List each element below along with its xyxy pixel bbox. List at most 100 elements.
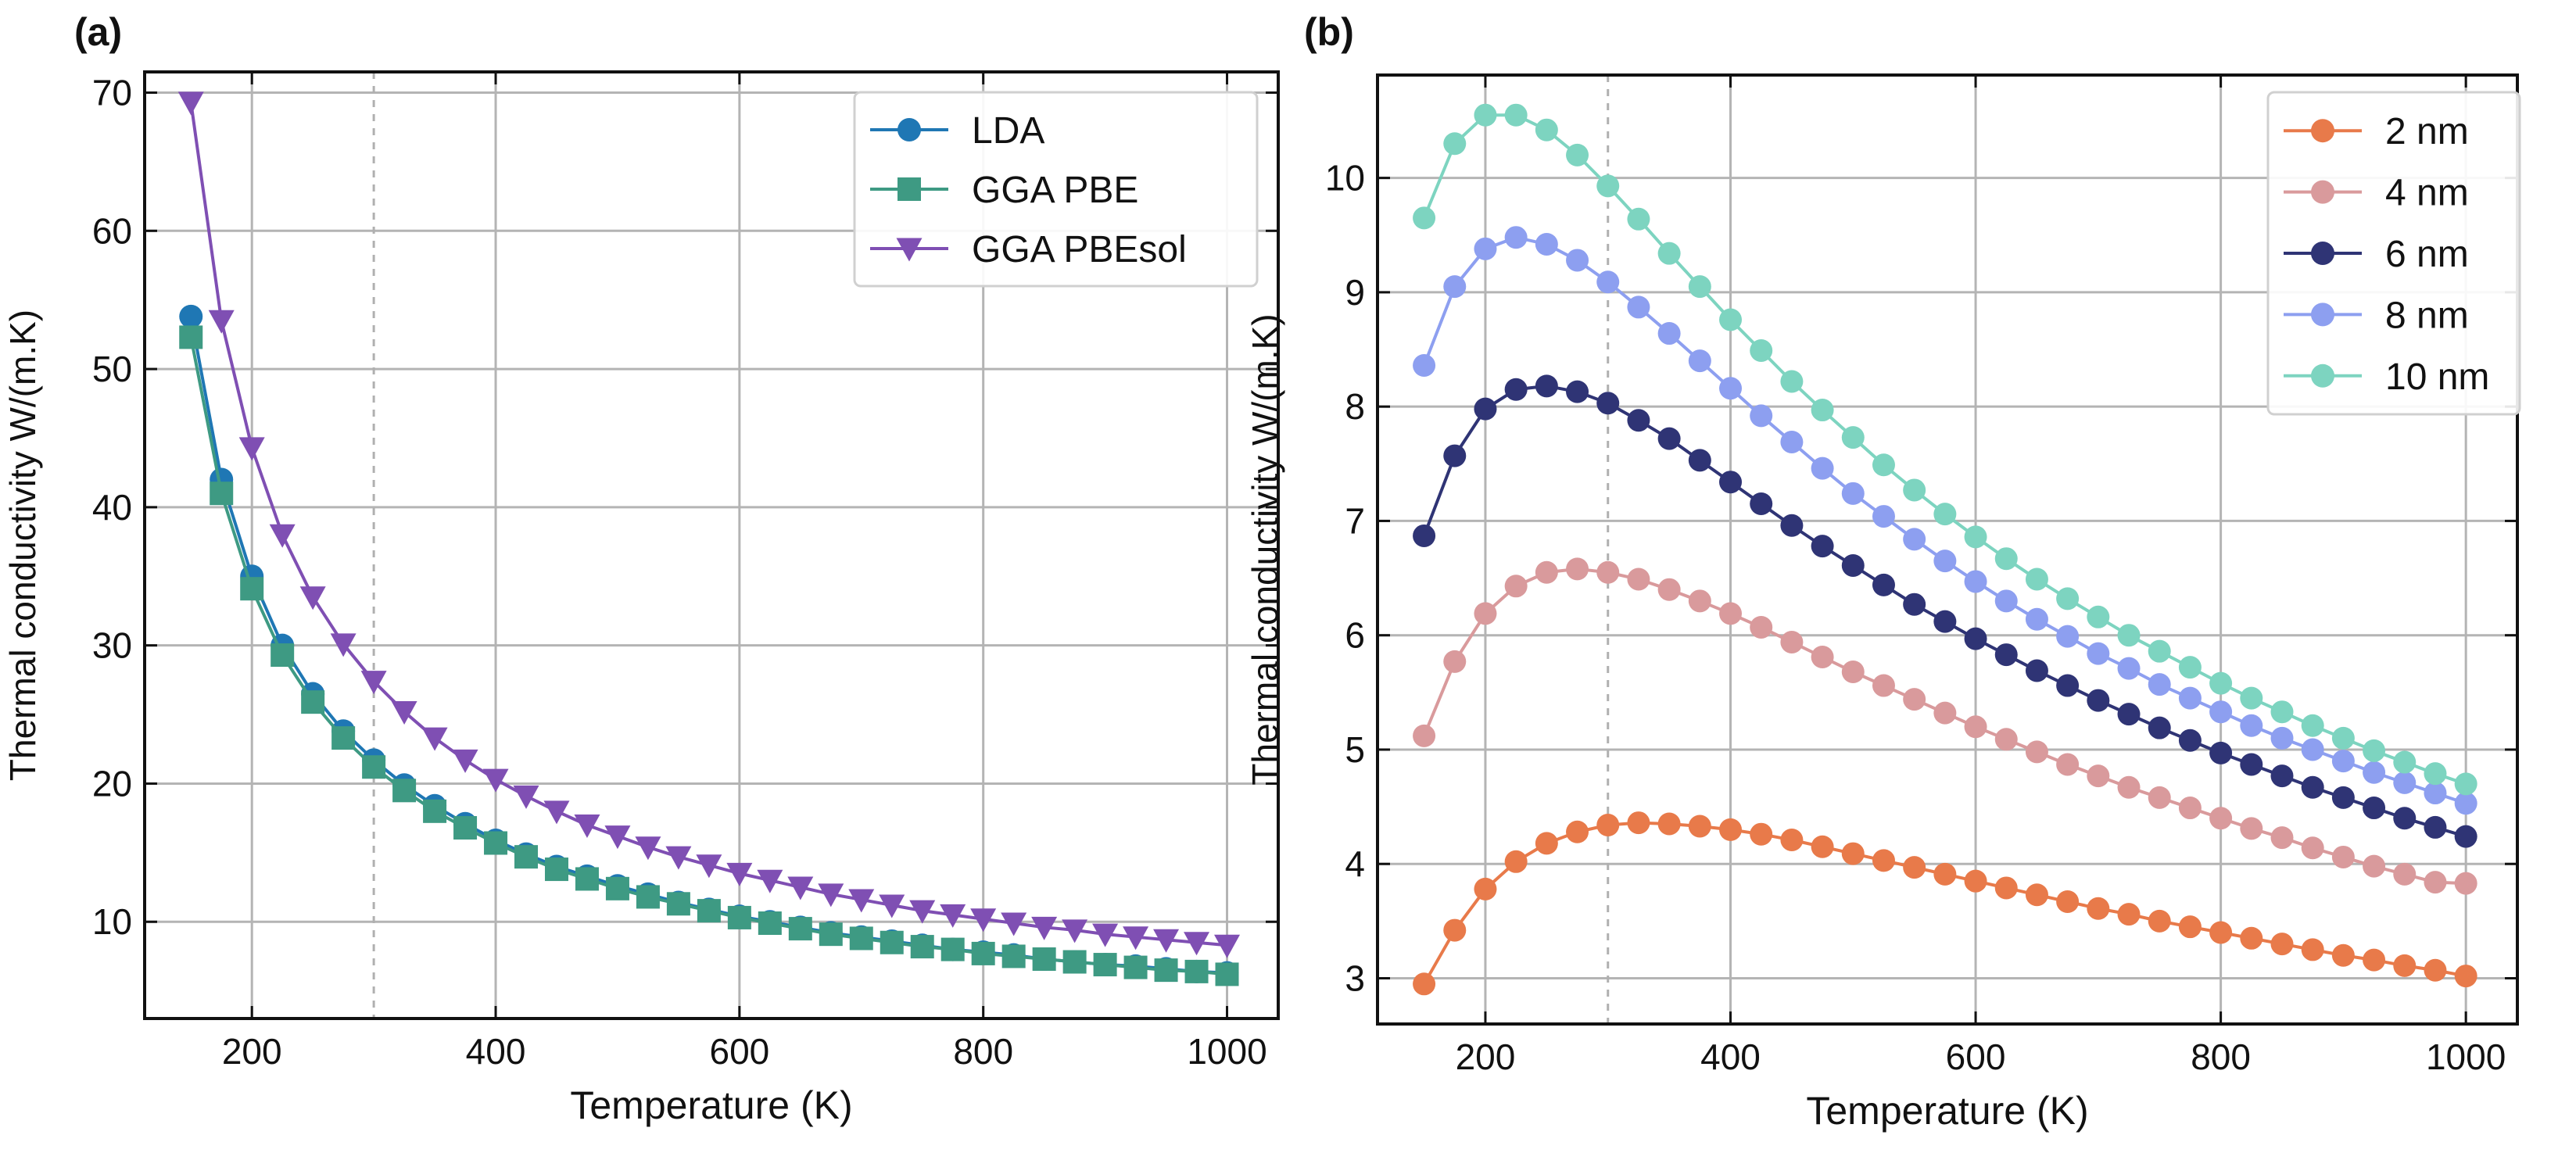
data-point — [940, 904, 966, 928]
data-point — [1153, 929, 1180, 953]
data-point — [2331, 726, 2355, 750]
legend-marker — [897, 177, 921, 201]
data-point — [788, 917, 812, 941]
data-point — [1780, 630, 1804, 653]
data-point — [1933, 550, 1957, 573]
data-point — [1062, 950, 1087, 974]
data-point — [2454, 872, 2477, 895]
data-point — [2454, 825, 2477, 848]
data-point — [604, 825, 631, 850]
data-point — [971, 941, 995, 965]
data-point — [2240, 817, 2263, 840]
data-point — [1413, 724, 1436, 747]
data-point — [1566, 557, 1589, 581]
data-point — [2363, 854, 2386, 878]
data-point — [1184, 932, 1210, 956]
data-point — [1504, 575, 1528, 598]
data-point — [910, 935, 934, 959]
data-point — [1719, 471, 1743, 494]
data-point — [1596, 174, 1620, 198]
data-point — [362, 755, 386, 779]
data-point — [940, 937, 965, 961]
data-point — [1688, 349, 1711, 373]
data-point — [2209, 807, 2233, 830]
data-point — [2178, 915, 2202, 939]
legend-label: 6 nm — [2385, 234, 2469, 275]
data-point — [1811, 535, 1834, 558]
data-point — [453, 816, 478, 840]
data-point — [1443, 275, 1467, 299]
data-point — [1031, 916, 1058, 940]
data-point — [1780, 370, 1804, 393]
data-point — [2056, 753, 2080, 776]
legend: LDA GGA PBE GGA PBEsol — [853, 91, 1259, 288]
data-point — [880, 930, 904, 954]
data-point — [2025, 740, 2048, 764]
data-point — [1811, 645, 1834, 668]
data-point — [2178, 729, 2202, 752]
data-point — [1001, 944, 1026, 968]
data-point — [1092, 923, 1119, 947]
data-point — [2240, 686, 2263, 710]
ticks: 200 400 600 800 1000 10 20 30 40 50 60 70 — [92, 72, 1278, 1072]
data-point — [1750, 338, 1773, 362]
legend-label: LDA — [972, 110, 1044, 152]
legend-marker — [897, 118, 921, 141]
data-point — [787, 876, 814, 900]
data-point — [2454, 792, 2477, 815]
data-point — [1566, 249, 1589, 272]
data-point — [1123, 955, 1148, 979]
data-point — [1596, 560, 1620, 584]
y-tick-label: 6 — [1345, 615, 1365, 656]
data-point — [1093, 953, 1117, 977]
y-tick-label: 10 — [92, 901, 132, 942]
data-point — [299, 586, 326, 610]
x-tick-label: 400 — [1700, 1036, 1761, 1077]
data-point — [1596, 270, 1620, 294]
data-point — [1841, 553, 1865, 577]
data-point — [1719, 602, 1743, 625]
y-tick-label: 4 — [1345, 843, 1365, 884]
legend-marker — [2311, 242, 2334, 265]
data-point — [1994, 589, 2018, 613]
data-point — [1657, 812, 1681, 836]
series-layer — [1413, 103, 2477, 996]
data-point — [1566, 820, 1589, 843]
data-point — [1688, 449, 1711, 472]
legend-label: 8 nm — [2385, 295, 2469, 336]
data-point — [2117, 657, 2141, 680]
y-tick-label: 20 — [92, 763, 132, 804]
data-point — [2087, 689, 2110, 712]
data-point — [665, 846, 692, 870]
data-point — [2209, 671, 2233, 695]
data-point — [423, 799, 447, 823]
data-point — [1841, 426, 1865, 449]
data-point — [360, 671, 387, 695]
data-point — [1750, 492, 1773, 515]
data-point — [2178, 797, 2202, 820]
data-point — [2209, 741, 2233, 764]
data-point — [1750, 822, 1773, 846]
data-point — [2117, 775, 2141, 799]
data-point — [1474, 237, 1497, 260]
data-point — [1443, 132, 1467, 156]
x-tick-label: 1000 — [2426, 1036, 2506, 1077]
y-tick-label: 7 — [1345, 500, 1365, 541]
data-point — [2117, 703, 2141, 726]
legend: 2 nm 4 nm 6 nm 8 nm 10 nm — [2266, 91, 2521, 416]
data-point — [1413, 972, 1436, 996]
data-point — [2454, 772, 2477, 796]
data-point — [1872, 453, 1895, 477]
data-point — [970, 908, 997, 933]
panel-label: (a) — [74, 10, 122, 54]
data-point — [2209, 921, 2233, 944]
data-point — [1780, 514, 1804, 537]
data-point — [2424, 782, 2447, 805]
data-point — [1566, 380, 1589, 403]
data-point — [2240, 926, 2263, 950]
data-point — [879, 894, 905, 918]
data-point — [1474, 103, 1497, 127]
data-point — [1903, 856, 1926, 879]
data-point — [1627, 811, 1650, 835]
